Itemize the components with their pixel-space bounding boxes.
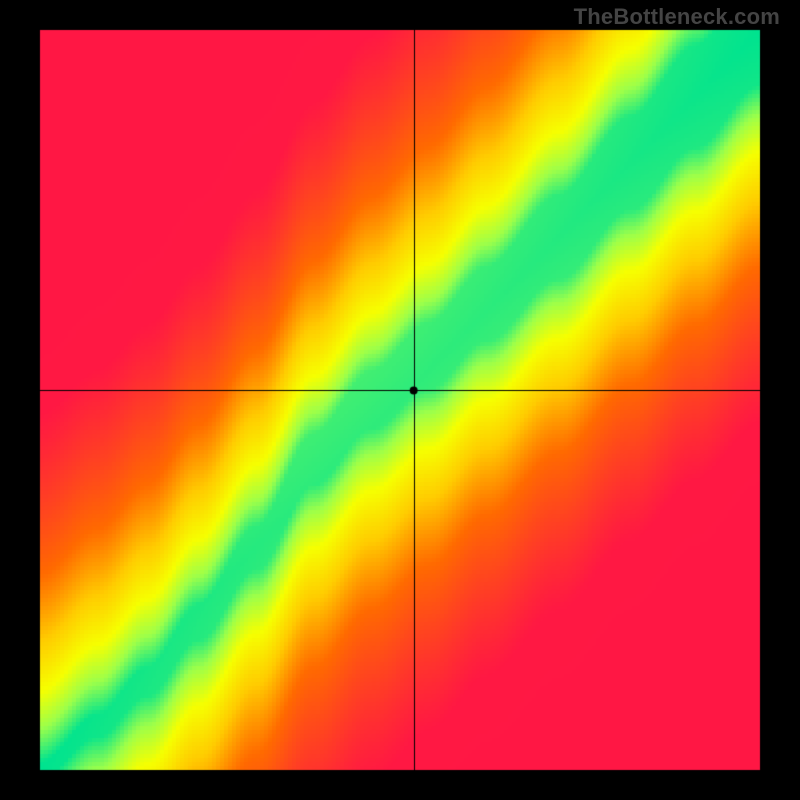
- chart-container: TheBottleneck.com: [0, 0, 800, 800]
- heatmap-canvas: [0, 0, 800, 800]
- attribution-text: TheBottleneck.com: [574, 4, 780, 30]
